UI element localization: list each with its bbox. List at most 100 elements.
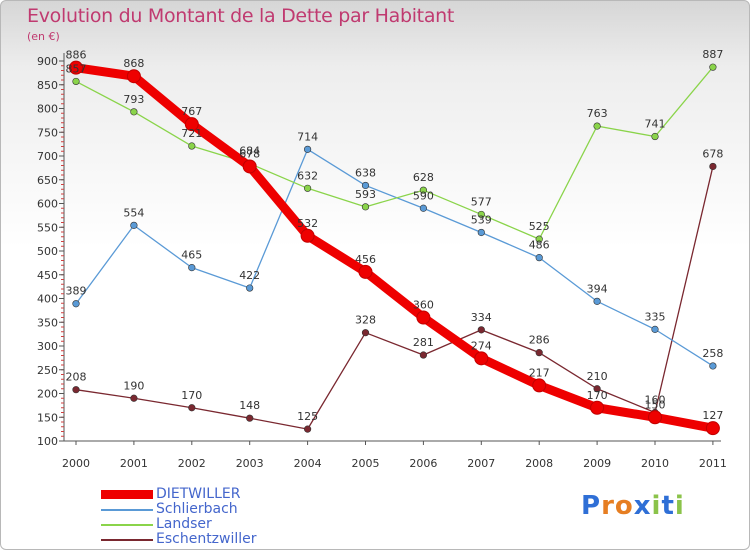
data-label-landser: 628 bbox=[413, 171, 434, 184]
data-label-eschentzwiller: 678 bbox=[702, 147, 723, 160]
series-line-schlierbach bbox=[75, 148, 714, 367]
y-tick-label: 900 bbox=[37, 55, 58, 68]
data-point-eschentzwiller bbox=[535, 349, 543, 357]
x-tick-label: 2009 bbox=[583, 457, 611, 470]
data-point-schlierbach bbox=[72, 300, 80, 308]
data-point-eschentzwiller bbox=[130, 394, 138, 402]
logo-letter: t bbox=[661, 491, 675, 521]
unit-label: (en €) bbox=[27, 30, 60, 43]
data-point-schlierbach bbox=[304, 145, 312, 153]
legend: DIETWILLER Schlierbach Landser Eschentzwill… bbox=[101, 487, 257, 547]
y-tick-label: 250 bbox=[37, 364, 58, 377]
data-label-schlierbach: 539 bbox=[471, 213, 492, 226]
logo-letter: r bbox=[601, 491, 615, 521]
y-tick-label: 700 bbox=[37, 150, 58, 163]
series-line-landser bbox=[75, 66, 714, 240]
data-point-eschentzwiller bbox=[477, 326, 485, 334]
logo-letter: i bbox=[651, 491, 662, 521]
legend-swatch bbox=[101, 523, 153, 526]
y-tick-label: 100 bbox=[37, 435, 58, 448]
proxiti-logo: Proxiti bbox=[581, 491, 685, 521]
data-label-landser: 741 bbox=[645, 118, 666, 131]
data-label-schlierbach: 486 bbox=[529, 239, 550, 252]
x-tick-label: 2005 bbox=[352, 457, 380, 470]
data-label-schlierbach: 258 bbox=[702, 347, 723, 360]
y-tick-label: 600 bbox=[37, 198, 58, 211]
x-tick-label: 2004 bbox=[294, 457, 322, 470]
data-label-eschentzwiller: 210 bbox=[587, 370, 608, 383]
data-label-landser: 632 bbox=[297, 169, 318, 182]
data-label-dietwiller: 150 bbox=[645, 398, 666, 411]
chart-title: Evolution du Montant de la Dette par Hab… bbox=[27, 5, 455, 27]
data-label-landser: 593 bbox=[355, 188, 376, 201]
data-point-eschentzwiller bbox=[709, 162, 717, 171]
data-label-dietwiller: 127 bbox=[702, 409, 723, 422]
data-labels: 886 868 767 678 532 456 360 274 217 170 150 127 389 5… bbox=[66, 48, 724, 423]
y-tick-label: 450 bbox=[37, 269, 58, 282]
y-tick-label: 550 bbox=[37, 221, 58, 234]
data-point-eschentzwiller bbox=[593, 385, 601, 393]
data-point-schlierbach bbox=[477, 228, 485, 237]
axes: 100 150 200 250 300 350 400 450 500 550 600 650 700 7… bbox=[37, 53, 727, 470]
data-point-landser bbox=[419, 186, 428, 194]
x-tick-label: 2003 bbox=[236, 457, 264, 470]
legend-swatch bbox=[101, 508, 153, 511]
data-point-landser bbox=[72, 77, 80, 86]
data-label-eschentzwiller: 286 bbox=[529, 334, 550, 347]
data-label-eschentzwiller: 334 bbox=[471, 311, 492, 324]
data-label-dietwiller: 274 bbox=[471, 339, 492, 352]
data-label-schlierbach: 422 bbox=[239, 269, 260, 282]
y-tick-label: 800 bbox=[37, 103, 58, 116]
x-tick-label: 2011 bbox=[699, 457, 727, 470]
data-label-dietwiller: 532 bbox=[297, 217, 318, 230]
data-label-landser: 721 bbox=[181, 127, 202, 140]
data-point-eschentzwiller bbox=[361, 329, 370, 337]
data-label-eschentzwiller: 208 bbox=[66, 371, 87, 384]
data-point-schlierbach bbox=[419, 204, 428, 212]
data-point-eschentzwiller bbox=[246, 414, 254, 422]
data-label-landser: 577 bbox=[471, 195, 492, 208]
series-line-eschentzwiller bbox=[75, 165, 714, 430]
data-label-schlierbach: 465 bbox=[181, 249, 202, 262]
x-tick-label: 2002 bbox=[178, 457, 206, 470]
y-tick-label: 300 bbox=[37, 340, 58, 353]
x-tick-label: 2006 bbox=[409, 457, 437, 470]
data-point-dietwiller bbox=[705, 421, 720, 436]
x-tick-label: 2001 bbox=[120, 457, 148, 470]
x-tick-label: 2007 bbox=[467, 457, 495, 470]
data-point-landser bbox=[535, 235, 543, 243]
data-point-landser bbox=[593, 122, 601, 130]
data-point-dietwiller bbox=[300, 228, 315, 243]
data-point-schlierbach bbox=[709, 362, 717, 370]
legend-item-eschentzwiller: Eschentzwiller bbox=[101, 532, 257, 547]
data-point-dietwiller bbox=[648, 410, 662, 425]
y-tick-label: 400 bbox=[37, 293, 58, 306]
legend-swatch bbox=[101, 538, 153, 541]
data-point-landser bbox=[130, 108, 138, 116]
data-label-schlierbach: 394 bbox=[587, 282, 608, 295]
data-point-landser bbox=[477, 210, 485, 219]
data-label-eschentzwiller: 281 bbox=[413, 336, 434, 349]
data-label-schlierbach: 714 bbox=[297, 130, 318, 143]
data-label-dietwiller: 360 bbox=[413, 299, 434, 312]
data-label-dietwiller: 456 bbox=[355, 253, 376, 266]
data-point-dietwiller bbox=[416, 310, 431, 325]
y-tick-label: 150 bbox=[37, 411, 58, 424]
data-label-eschentzwiller: 160 bbox=[645, 394, 666, 407]
data-label-dietwiller: 767 bbox=[181, 105, 202, 118]
data-label-schlierbach: 590 bbox=[413, 189, 434, 202]
data-point-dietwiller bbox=[126, 69, 141, 84]
data-point-landser bbox=[709, 63, 717, 71]
data-label-eschentzwiller: 170 bbox=[181, 389, 202, 402]
logo-letter: x bbox=[633, 491, 652, 521]
data-label-eschentzwiller: 328 bbox=[355, 314, 376, 327]
series-lines bbox=[69, 60, 720, 436]
data-point-eschentzwiller bbox=[419, 351, 428, 359]
y-tick-label: 650 bbox=[37, 174, 58, 187]
data-label-dietwiller: 868 bbox=[123, 57, 144, 70]
data-point-schlierbach bbox=[130, 221, 138, 229]
data-label-landser: 684 bbox=[239, 145, 260, 158]
data-point-schlierbach bbox=[593, 297, 601, 305]
legend-item-dietwiller: DIETWILLER bbox=[101, 487, 257, 502]
legend-item-landser: Landser bbox=[101, 517, 257, 532]
